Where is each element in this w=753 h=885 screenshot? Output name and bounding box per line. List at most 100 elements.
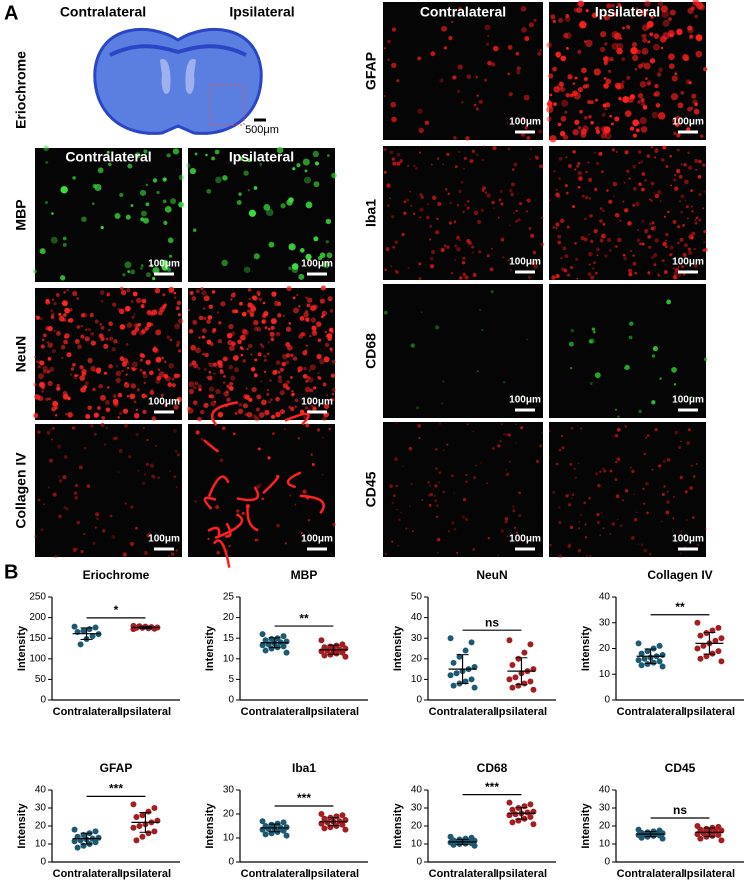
- data-point: [321, 825, 328, 832]
- y-tick-label: 50: [411, 592, 423, 603]
- cell: [263, 358, 267, 362]
- cell: [118, 448, 123, 453]
- cell: [693, 475, 696, 478]
- cell: [257, 447, 261, 451]
- cell: [684, 490, 688, 494]
- data-point: [342, 653, 349, 660]
- cell: [595, 126, 600, 131]
- cell: [577, 49, 582, 54]
- cell: [148, 370, 154, 376]
- cell: [397, 544, 400, 547]
- x-tick-label: Ipsilateral: [496, 868, 547, 880]
- cell: [203, 368, 207, 371]
- cell: [36, 315, 40, 320]
- cell: [58, 315, 65, 322]
- cell: [72, 176, 76, 180]
- cell: [546, 116, 552, 122]
- cell: [131, 329, 137, 336]
- cell: [100, 394, 106, 401]
- cell: [74, 374, 78, 378]
- cell: [676, 148, 680, 152]
- cell: [33, 269, 37, 274]
- cell: [434, 495, 436, 497]
- cell: [617, 415, 620, 419]
- cell: [595, 129, 600, 134]
- cell: [669, 245, 674, 250]
- cell: [565, 191, 569, 195]
- cell: [100, 225, 104, 230]
- cell: [133, 313, 136, 316]
- cell: [304, 406, 309, 410]
- cell: [638, 409, 642, 414]
- cell: [665, 165, 669, 169]
- cell: [481, 328, 484, 332]
- cell: [62, 242, 67, 247]
- cell: [668, 63, 675, 70]
- cell: [256, 538, 260, 542]
- y-tick-label: 100: [29, 653, 46, 664]
- cell: [188, 389, 194, 395]
- cell: [657, 274, 660, 277]
- cell: [98, 333, 104, 339]
- scale-label: 100μm: [509, 117, 541, 128]
- cell: [141, 329, 146, 334]
- cell: [601, 233, 606, 239]
- cell: [285, 360, 290, 365]
- cell: [558, 554, 563, 558]
- cell: [519, 202, 523, 206]
- cell: [234, 367, 240, 373]
- cell: [471, 245, 475, 249]
- cell: [65, 507, 70, 511]
- cell: [691, 93, 697, 99]
- cell: [164, 403, 168, 408]
- data-point: [151, 805, 158, 811]
- cell: [66, 352, 72, 358]
- cell: [435, 515, 439, 519]
- cell: [178, 201, 185, 208]
- cell: [208, 370, 212, 374]
- cell: [661, 492, 665, 496]
- cell: [258, 297, 263, 302]
- cell: [293, 307, 299, 314]
- cell: [561, 434, 564, 437]
- cell: [302, 350, 308, 356]
- cell: [318, 256, 323, 261]
- cell: [37, 430, 41, 434]
- cell: [139, 189, 147, 196]
- cell: [642, 34, 647, 39]
- cell: [687, 250, 693, 256]
- cell: [153, 345, 157, 349]
- cell: [257, 293, 261, 297]
- cell: [76, 325, 81, 329]
- cell: [207, 375, 213, 381]
- cell: [615, 460, 618, 464]
- scale-label: 100μm: [148, 397, 180, 408]
- cell: [103, 443, 107, 446]
- x-tick-label: Ipsilateral: [120, 868, 171, 880]
- cell: [464, 517, 469, 521]
- cell: [232, 309, 237, 314]
- cell: [122, 408, 129, 414]
- cell: [409, 190, 412, 193]
- cell: [500, 238, 505, 242]
- cell: [688, 165, 693, 171]
- data-point: [709, 627, 716, 634]
- cell: [418, 262, 422, 266]
- cell: [325, 240, 329, 244]
- cell: [653, 156, 657, 159]
- cell: [451, 20, 454, 23]
- cell: [636, 238, 641, 243]
- cell: [552, 226, 555, 229]
- cell: [435, 230, 440, 235]
- cell: [669, 154, 673, 158]
- cell: [652, 43, 660, 51]
- cell: [571, 497, 573, 500]
- cell: [130, 505, 134, 509]
- cell: [453, 136, 457, 140]
- cell: [238, 156, 243, 161]
- cell: [619, 219, 622, 222]
- cell: [574, 119, 580, 125]
- cell: [253, 320, 259, 326]
- cell: [102, 529, 106, 533]
- cell: [560, 115, 567, 122]
